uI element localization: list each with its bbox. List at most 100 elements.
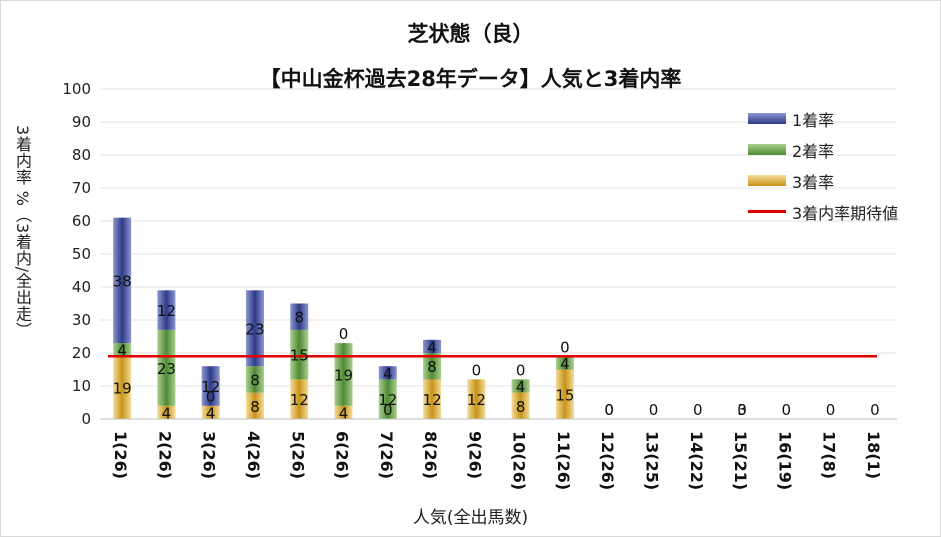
y-tick-label: 0 — [81, 410, 91, 428]
x-tick-label: 9(26) — [465, 431, 484, 479]
bar-second — [555, 356, 574, 370]
data-label: 0 — [516, 361, 526, 379]
data-label: 12 — [378, 391, 397, 409]
y-tick-label: 50 — [72, 245, 91, 263]
bar-first — [201, 366, 220, 406]
bar-first — [423, 339, 442, 353]
x-tick-label: 5(26) — [288, 431, 307, 479]
bar-first — [378, 366, 397, 380]
y-tick-label: 10 — [72, 377, 91, 395]
data-label: 8 — [427, 358, 437, 376]
data-label: 0 — [649, 401, 659, 419]
x-tick-label: 16(19) — [775, 431, 794, 490]
bar-third — [201, 405, 220, 419]
bar-second — [113, 343, 132, 357]
x-tick-label: 11(26) — [554, 431, 573, 490]
x-tick-label: 14(22) — [687, 431, 706, 490]
x-tick-label: 3(26) — [200, 431, 219, 479]
bar-first — [113, 217, 132, 344]
data-label: 0 — [339, 325, 349, 343]
bar-third — [245, 392, 264, 419]
data-label: 4 — [206, 404, 216, 422]
y-tick-label: 90 — [72, 113, 91, 131]
y-tick-label: 60 — [72, 212, 91, 230]
data-label: 12 — [157, 302, 176, 320]
legend-label-second: 2着率 — [792, 141, 835, 161]
bar-third — [511, 392, 530, 419]
x-tick-label: 12(26) — [598, 431, 617, 490]
bar-third — [113, 356, 132, 419]
data-label: 8 — [250, 371, 260, 389]
bar-third — [290, 379, 309, 419]
y-tick-label: 70 — [72, 179, 91, 197]
legend-label-expected: 3着内率期待値 — [792, 203, 899, 223]
data-label: 0 — [206, 388, 216, 406]
legend-swatch-third — [748, 175, 786, 186]
data-label: 0 — [560, 338, 570, 356]
data-label: 0 — [693, 401, 703, 419]
data-label: 0 — [472, 361, 482, 379]
data-label: 0 — [604, 401, 614, 419]
data-label: 8 — [294, 309, 304, 327]
legend-label-third: 3着率 — [792, 172, 835, 192]
x-tick-label: 15(21) — [731, 431, 750, 490]
data-label: 0 — [383, 401, 393, 419]
y-tick-label: 80 — [72, 146, 91, 164]
bar-third — [334, 405, 353, 419]
x-tick-label: 18(1) — [864, 431, 883, 479]
data-label: 4 — [516, 378, 526, 396]
data-label: 8 — [250, 398, 260, 416]
x-tick-label: 10(26) — [510, 431, 529, 490]
x-tick-label: 7(26) — [377, 431, 396, 479]
legend-item-second: 2着率 — [748, 134, 898, 165]
data-label: 23 — [245, 320, 264, 338]
x-tick-label: 4(26) — [244, 431, 263, 479]
data-label: 15 — [290, 347, 309, 365]
data-label: 0 — [604, 401, 614, 419]
bar-second — [511, 379, 530, 393]
x-tick-label: 13(25) — [642, 431, 661, 490]
legend-item-third: 3着率 — [748, 165, 898, 196]
x-tick-label: 8(26) — [421, 431, 440, 479]
x-axis-label: 人気(全出馬数) — [412, 508, 529, 528]
data-label: 0 — [737, 401, 747, 419]
bar-first — [245, 290, 264, 367]
bar-third — [157, 405, 176, 419]
data-label: 4 — [339, 404, 349, 422]
chart-title-line2: 【中山金杯過去28年データ】人気と3着内率 — [259, 67, 682, 91]
bar-second — [245, 366, 264, 393]
data-label: 4 — [427, 338, 437, 356]
data-label: 0 — [870, 401, 880, 419]
x-tick-label: 6(26) — [333, 431, 352, 479]
y-tick-label: 20 — [72, 344, 91, 362]
bar-first — [157, 290, 176, 330]
bar-third — [555, 369, 574, 419]
bar-second — [378, 379, 397, 419]
x-tick-label: 17(8) — [820, 431, 839, 479]
data-label: 15 — [555, 386, 574, 404]
data-label: 19 — [334, 366, 353, 384]
data-label: 4 — [162, 404, 172, 422]
y-tick-label: 100 — [62, 80, 91, 98]
legend-swatch-first — [748, 113, 786, 124]
legend-item-first: 1着率 — [748, 103, 898, 134]
data-label: 3 — [737, 401, 747, 419]
data-label: 38 — [113, 272, 132, 290]
legend-swatch-second — [748, 144, 786, 155]
data-label: 8 — [516, 398, 526, 416]
legend-label-first: 1着率 — [792, 110, 835, 130]
bar-second — [290, 329, 309, 380]
y-axis-label: 3着内率 %（3着内/全出走） — [13, 125, 32, 339]
data-label: 19 — [113, 380, 132, 398]
data-label: 12 — [290, 391, 309, 409]
y-tick-label: 40 — [72, 278, 91, 296]
data-label: 0 — [826, 401, 836, 419]
bar-third — [423, 379, 442, 419]
y-tick-label: 30 — [72, 311, 91, 329]
bar-second — [423, 353, 442, 380]
data-label: 12 — [201, 378, 220, 396]
legend-item-expected: 3着内率期待値 — [748, 196, 898, 227]
data-label: 4 — [117, 342, 127, 360]
data-label: 0 — [782, 401, 792, 419]
